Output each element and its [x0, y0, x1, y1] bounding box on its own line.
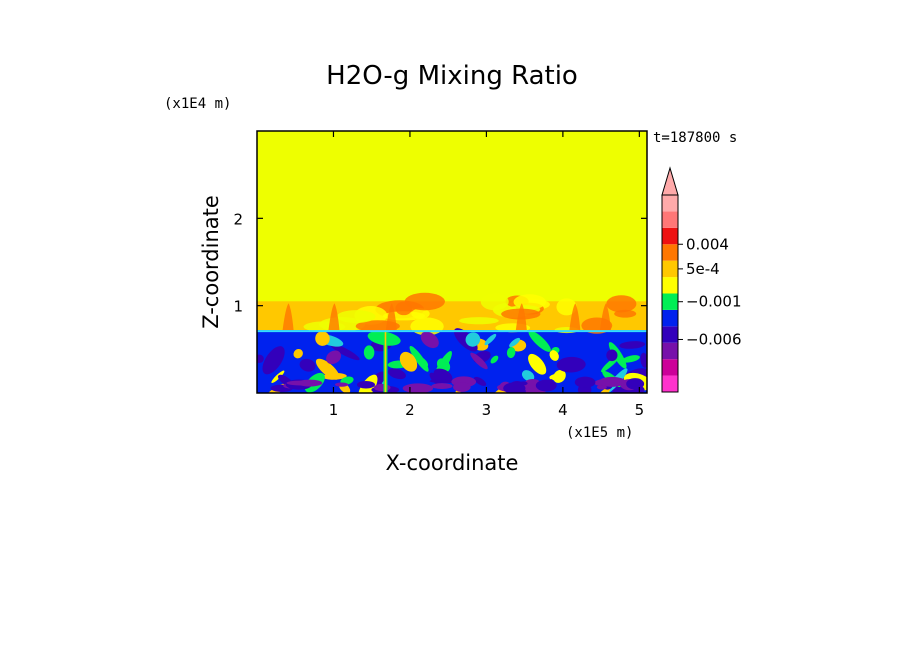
contour-blob	[402, 383, 434, 393]
colorbar-segment	[662, 195, 678, 212]
contour-blob	[556, 356, 586, 373]
contour-blob	[473, 376, 487, 386]
contour-blob	[574, 376, 596, 388]
layer-boundary	[257, 330, 647, 333]
contour-blob	[528, 330, 551, 352]
y-tick-label: 2	[233, 210, 243, 228]
contour-blob	[528, 353, 547, 375]
contour-blob	[293, 349, 303, 359]
colorbar-segment	[662, 326, 678, 343]
colorbar-segment	[662, 260, 678, 278]
contour-blob	[506, 347, 516, 359]
contour-blob	[553, 369, 566, 383]
contour-blob	[262, 346, 285, 375]
y-tick-label: 1	[233, 298, 243, 316]
contour-blob	[336, 310, 376, 323]
contour-blob	[459, 317, 499, 325]
colorbar-segment	[662, 293, 678, 310]
chart-title: H2O-g Mixing Ratio	[326, 61, 578, 91]
contour-blob	[465, 332, 481, 347]
contour-blob	[420, 331, 439, 349]
colorbar-extend-arrow	[661, 166, 679, 196]
x-tick-label: 1	[329, 401, 339, 419]
colorbar-segment	[662, 309, 678, 327]
plume-mark	[282, 303, 294, 331]
x-tick-label: 3	[482, 401, 492, 419]
plume-mark	[515, 303, 527, 331]
time-label: t=187800 s	[653, 130, 737, 146]
contour-blob	[431, 383, 453, 389]
plume-mark	[328, 303, 340, 331]
contour-blob	[519, 381, 528, 386]
contour-blob	[453, 382, 471, 392]
colorbar-segment	[662, 375, 678, 392]
x-tick-label: 2	[405, 401, 415, 419]
colorbar-segment	[662, 359, 678, 376]
contour-blob	[356, 380, 376, 389]
colorbar-segment	[662, 211, 678, 228]
colorbar-segment	[662, 277, 678, 294]
contour-blob	[387, 368, 406, 380]
contour-blob	[329, 343, 360, 361]
contour-blob	[535, 379, 557, 392]
colorbar-segment	[662, 244, 678, 261]
contour-blob	[373, 383, 391, 392]
contour-blob	[399, 351, 418, 372]
colorbar-label: 0.004	[686, 235, 729, 253]
plume-mark	[569, 303, 581, 331]
contour-blob	[490, 355, 499, 364]
contour-field	[257, 131, 647, 393]
vertical-streak-core	[384, 330, 387, 393]
plume-mark	[385, 303, 397, 331]
contour-blob	[606, 349, 618, 362]
contour-blob	[608, 342, 627, 369]
contour-blob	[484, 333, 497, 346]
x-unit-label: (x1E5 m)	[566, 425, 633, 441]
contour-blob	[315, 331, 330, 346]
contour-blob	[619, 341, 646, 349]
contour-blob	[606, 295, 637, 313]
x-axis-ticks: 1 2 3 4 5	[329, 131, 644, 419]
contour-blob	[598, 376, 626, 387]
colorbar-label: −0.006	[686, 330, 742, 348]
colorbar: 0.004 5e-4 −0.001 −0.006	[661, 166, 742, 393]
contour-blob	[480, 293, 509, 311]
contour-blob	[640, 352, 647, 368]
region-upper-layer	[257, 131, 647, 303]
contour-blob	[509, 337, 521, 348]
contour-blob	[334, 382, 349, 387]
x-tick-label: 5	[635, 401, 645, 419]
colorbar-segment	[662, 342, 678, 360]
contour-blob	[415, 356, 429, 368]
colorbar-frame	[661, 194, 679, 393]
x-tick-label: 4	[558, 401, 568, 419]
plume-mark	[599, 303, 611, 331]
contour-blob	[404, 292, 445, 311]
contour-blob	[286, 380, 315, 386]
y-unit-label: (x1E4 m)	[164, 96, 231, 112]
contour-blob	[549, 350, 559, 361]
contour-blob	[271, 370, 285, 384]
colorbar-segment	[662, 227, 678, 245]
x-axis-label: X-coordinate	[386, 451, 519, 475]
contour-blob	[622, 355, 640, 363]
contour-blob	[626, 378, 645, 390]
contour-blob	[470, 352, 488, 370]
colorbar-label: 5e-4	[686, 260, 720, 278]
contour-blob	[521, 370, 535, 382]
contour-blob	[596, 384, 607, 390]
contour-blob	[503, 382, 526, 393]
contour-blob	[395, 301, 413, 316]
contour-blob	[299, 358, 316, 372]
y-axis-ticks: 12	[233, 210, 647, 316]
colorbar-label: −0.001	[686, 293, 742, 311]
contour-blob	[363, 345, 375, 360]
plot-frame	[256, 130, 648, 394]
contour-blob	[315, 358, 340, 380]
contour-blob	[556, 298, 577, 316]
contour-blob	[326, 350, 342, 365]
y-axis-label: Z-coordinate	[199, 195, 223, 329]
